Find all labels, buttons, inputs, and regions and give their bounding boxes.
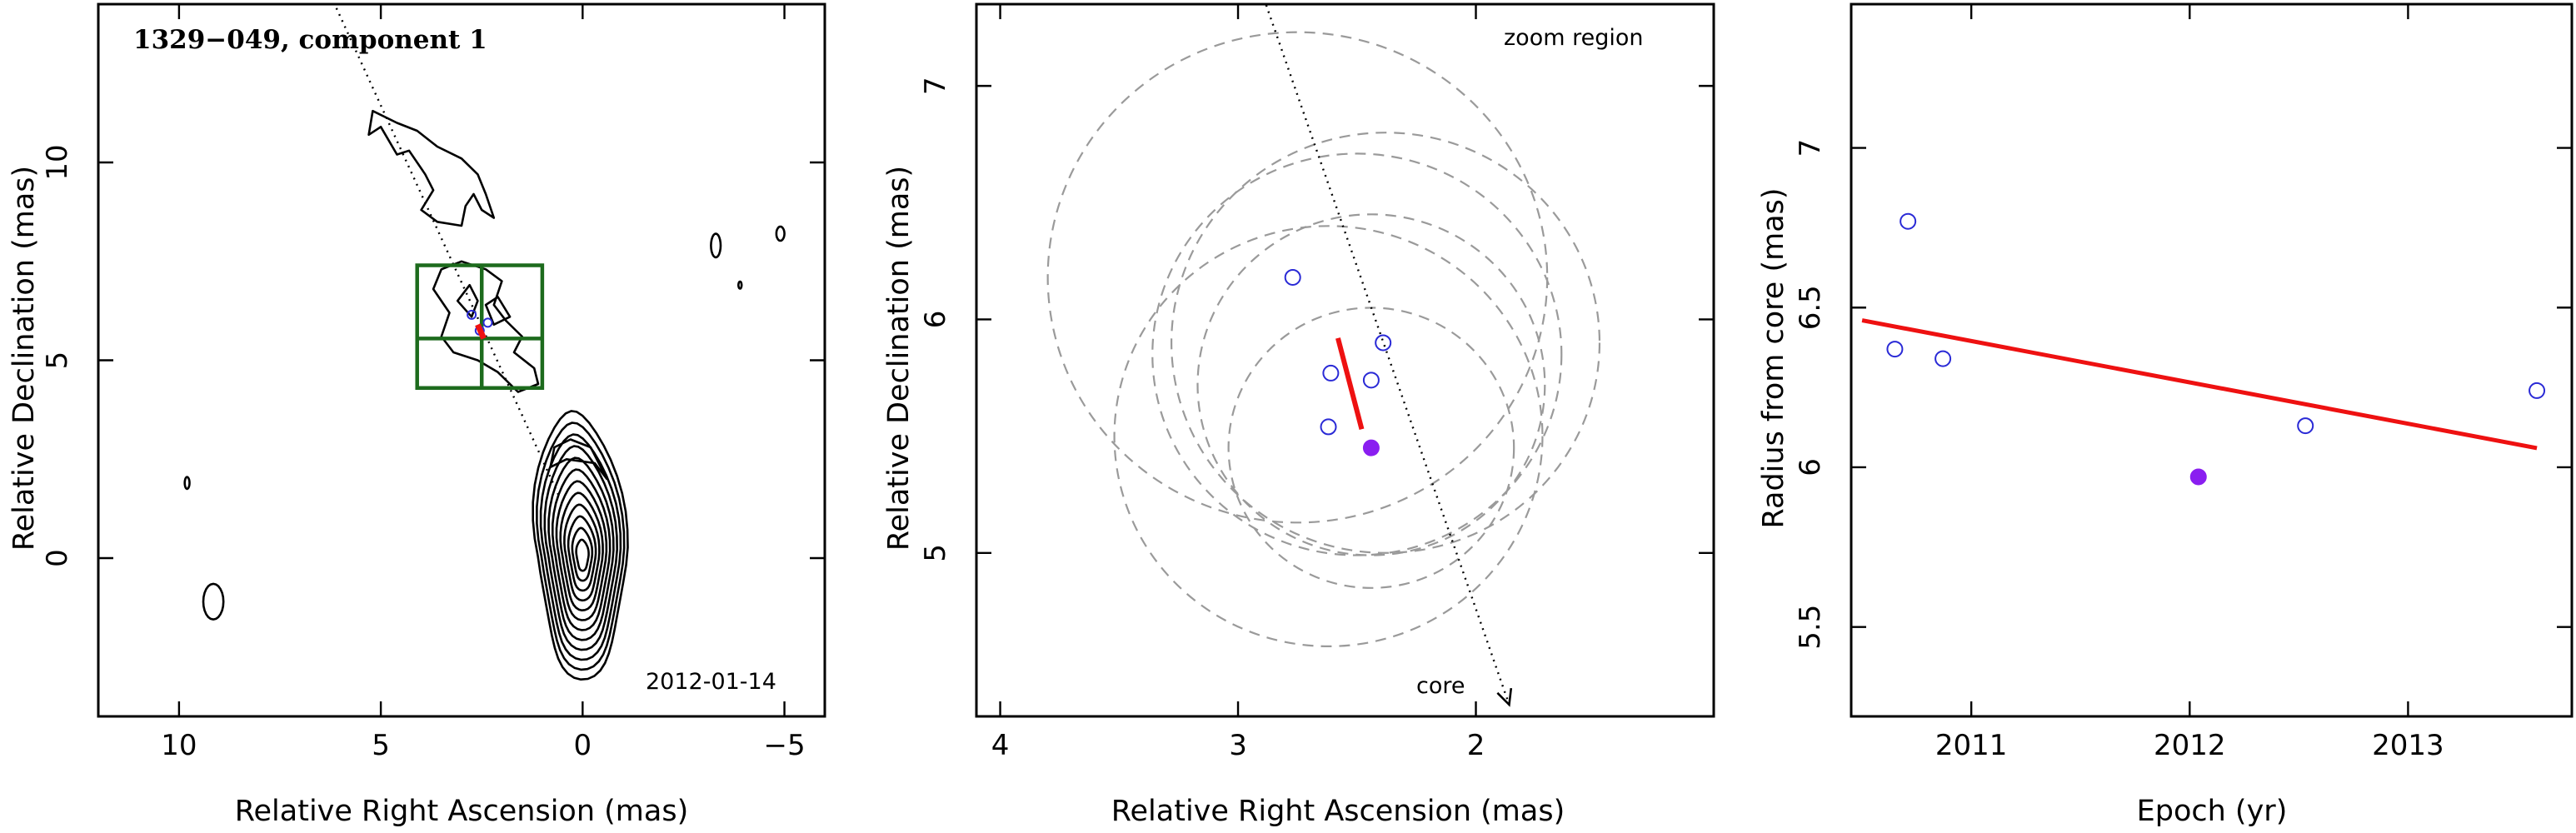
jet-axis-line: [335, 7, 560, 496]
panel-radius-vs-epoch: 2011 2012 2013 5.5 6 6.5 7 Epoch (yr) Radius f…: [1757, 2, 2574, 828]
radius-point: [1934, 350, 1952, 367]
panel3-xtick-label: 2013: [2372, 729, 2444, 762]
panel-contour-map: 10 5 0 −5 0 5 10 1329−049, component 1 2012-01…: [7, 2, 826, 828]
component-position-point: [1322, 364, 1340, 382]
panel2-ytick-label: 5: [919, 544, 952, 562]
core-contour: [547, 456, 615, 641]
radius-point: [2297, 417, 2314, 435]
noise-contour: [183, 476, 191, 491]
panel-zoom-region: 4 3 2 5 6 7 zoom region core Relative Right A…: [882, 2, 1715, 828]
error-circle: [1046, 31, 1549, 524]
panel3-xlabel: Epoch (yr): [2137, 795, 2288, 828]
noise-contour: [202, 582, 225, 621]
error-circle: [1170, 132, 1601, 554]
reference-epoch-point: [1362, 439, 1380, 456]
panel1-date: 2012-01-14: [646, 669, 776, 695]
jet-contour: [432, 260, 540, 393]
panel3-ytick-label: 5.5: [1794, 605, 1827, 650]
velocity-vector: [475, 323, 487, 340]
panel1-xtick-label: −5: [763, 729, 805, 762]
core-contour: [567, 515, 597, 592]
panel2-xtick-label: 3: [1229, 729, 1247, 762]
jet-contour: [456, 283, 479, 318]
panel3-ytick-label: 7: [1794, 139, 1827, 157]
error-circle: [1113, 225, 1544, 648]
panel3-xtick-label: 2011: [1935, 729, 2008, 762]
radius-point: [2529, 382, 2546, 399]
error-circle: [1151, 152, 1563, 556]
zoom-box: [415, 263, 545, 390]
panel2-ytick-label: 7: [919, 77, 952, 95]
core-contour: [563, 503, 601, 602]
reference-epoch-point: [2189, 468, 2207, 486]
panel1-xtick-label: 0: [574, 729, 592, 762]
jet-contour: [549, 438, 608, 481]
panel1-ytick-label: 10: [41, 144, 74, 180]
component-position-point: [1284, 268, 1301, 286]
core-contour: [532, 410, 629, 681]
panel3-frame: [1850, 2, 2574, 718]
panel2-frame: [975, 2, 1715, 718]
noise-contour: [775, 225, 786, 242]
panel1-ytick-label: 0: [41, 549, 74, 567]
jet-contour: [367, 109, 496, 227]
panel3-ytick-label: 6.5: [1794, 285, 1827, 330]
core-contour: [555, 480, 608, 621]
panel3-xtick-label: 2012: [2154, 729, 2226, 762]
panel1-title: 1329−049, component 1: [133, 25, 487, 55]
panel1-xlabel: Relative Right Ascension (mas): [235, 795, 688, 828]
component-marker: [482, 317, 493, 328]
panel1-frame: [97, 2, 826, 718]
fit-line: [1861, 318, 2538, 451]
jet-contour: [484, 296, 512, 326]
panel2-ylabel: Relative Declination (mas): [882, 166, 916, 551]
component-position-point: [1320, 418, 1337, 436]
core-contour: [552, 468, 612, 631]
panel3-ylabel: Radius from core (mas): [1757, 187, 1790, 528]
component-position-point: [1375, 334, 1392, 352]
error-circle: [1196, 213, 1546, 556]
panel1-xtick-label: 5: [372, 729, 390, 762]
panel1-xtick-label: 10: [161, 729, 197, 762]
panel2-ytick-label: 6: [919, 311, 952, 329]
component-marker: [467, 309, 477, 320]
core-contour: [559, 491, 604, 611]
panel2-core-label: core: [1416, 673, 1465, 699]
component-position-point: [1362, 372, 1380, 389]
jet-axis-arrowhead: [1496, 687, 1513, 707]
core-contour: [536, 421, 626, 671]
panel2-xtick-label: 2: [1467, 729, 1485, 762]
panel2-xlabel: Relative Right Ascension (mas): [1111, 795, 1565, 828]
core-contour: [571, 526, 594, 582]
panel2-xtick-label: 4: [991, 729, 1010, 762]
jet-axis-arrow: [1265, 4, 1510, 706]
panel1-ylabel: Relative Declination (mas): [7, 166, 41, 551]
noise-contour: [710, 232, 722, 259]
panel2-zoom-label: zoom region: [1504, 25, 1643, 51]
velocity-vector: [1335, 337, 1365, 430]
panel3-ytick-label: 6: [1794, 458, 1827, 476]
radius-point: [1900, 212, 1917, 230]
core-contour: [539, 433, 622, 661]
panel1-ytick-label: 5: [41, 352, 74, 370]
noise-contour: [737, 280, 743, 290]
core-contour: [575, 538, 590, 572]
radius-point: [1886, 341, 1904, 358]
